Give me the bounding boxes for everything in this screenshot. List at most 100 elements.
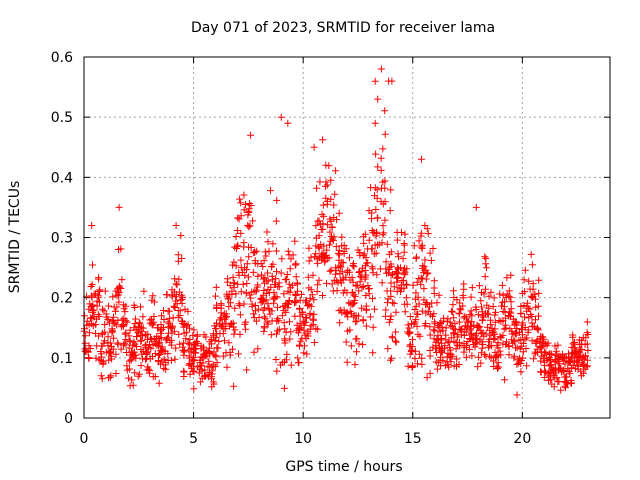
data-point (351, 292, 359, 300)
data-point (126, 326, 134, 334)
data-point (282, 308, 290, 316)
data-point (449, 301, 457, 309)
data-point (377, 166, 385, 174)
data-point (406, 341, 414, 349)
data-point (318, 256, 326, 264)
data-point (507, 305, 515, 313)
data-point (379, 145, 387, 153)
data-point (242, 289, 250, 297)
data-point (333, 216, 341, 224)
data-point (174, 251, 182, 259)
data-point (87, 314, 95, 322)
data-point (306, 309, 314, 317)
data-point (413, 322, 421, 330)
data-point (168, 286, 176, 294)
data-point (273, 196, 281, 204)
data-point (477, 297, 485, 305)
data-point (89, 307, 97, 315)
data-point (482, 330, 490, 338)
data-point (472, 306, 480, 313)
data-point (235, 269, 243, 277)
data-point (229, 345, 236, 353)
data-point (150, 313, 158, 320)
data-point (243, 366, 251, 374)
data-point (229, 261, 236, 269)
data-point (503, 274, 511, 282)
data-point (310, 296, 318, 304)
data-point (239, 280, 247, 288)
data-point (257, 260, 265, 267)
data-point (496, 290, 504, 298)
data-point (234, 227, 242, 234)
data-point (117, 285, 125, 292)
data-point (130, 324, 138, 332)
data-point (224, 295, 232, 303)
data-point (179, 346, 187, 354)
data-point (275, 283, 283, 291)
data-point (217, 301, 225, 309)
data-point (241, 271, 249, 279)
data-point (223, 313, 230, 320)
x-tick-label: 5 (189, 431, 198, 447)
data-point (492, 308, 499, 316)
data-point (381, 107, 389, 115)
data-point (253, 283, 261, 291)
data-point (581, 341, 589, 349)
data-point (423, 374, 431, 382)
data-point (326, 267, 334, 275)
data-point (197, 342, 205, 350)
data-point (429, 312, 436, 320)
data-point (137, 337, 145, 345)
data-point (117, 345, 125, 353)
data-point (177, 232, 185, 239)
data-point (302, 298, 309, 306)
data-point (190, 326, 198, 334)
data-point (143, 349, 151, 357)
data-point (278, 255, 286, 263)
data-point (521, 335, 529, 343)
data-point (312, 242, 320, 250)
data-point (163, 336, 171, 344)
data-point (583, 318, 591, 326)
data-point (355, 287, 363, 295)
data-point (472, 203, 480, 211)
data-point (540, 374, 548, 381)
data-point (543, 341, 551, 349)
data-point (294, 359, 302, 367)
data-point (298, 290, 305, 298)
data-point (286, 265, 294, 273)
data-point (240, 206, 248, 214)
data-point (483, 264, 490, 272)
data-point (372, 249, 380, 257)
data-point (174, 307, 182, 314)
data-point (248, 300, 256, 308)
data-point (547, 361, 555, 369)
data-point (374, 163, 382, 171)
data-point (530, 323, 538, 331)
data-point (179, 293, 187, 301)
data-point (455, 310, 463, 318)
data-point (245, 253, 253, 261)
y-tick-label: 0.5 (51, 110, 73, 126)
data-point (302, 313, 310, 321)
data-point (471, 332, 479, 340)
data-point (401, 300, 409, 308)
data-point (434, 332, 442, 340)
data-point (327, 217, 335, 225)
data-point (491, 335, 499, 342)
data-point (546, 361, 554, 369)
data-point (310, 339, 318, 346)
data-point (227, 299, 234, 307)
data-point (312, 325, 320, 333)
data-point (289, 281, 297, 289)
data-point (136, 320, 144, 328)
data-point (223, 363, 231, 371)
data-point (401, 230, 409, 238)
data-point (332, 167, 340, 175)
data-point (448, 307, 456, 315)
data-point (244, 273, 252, 281)
data-point (172, 344, 180, 352)
data-point (250, 287, 258, 295)
data-point (325, 254, 333, 262)
data-point (113, 292, 121, 300)
